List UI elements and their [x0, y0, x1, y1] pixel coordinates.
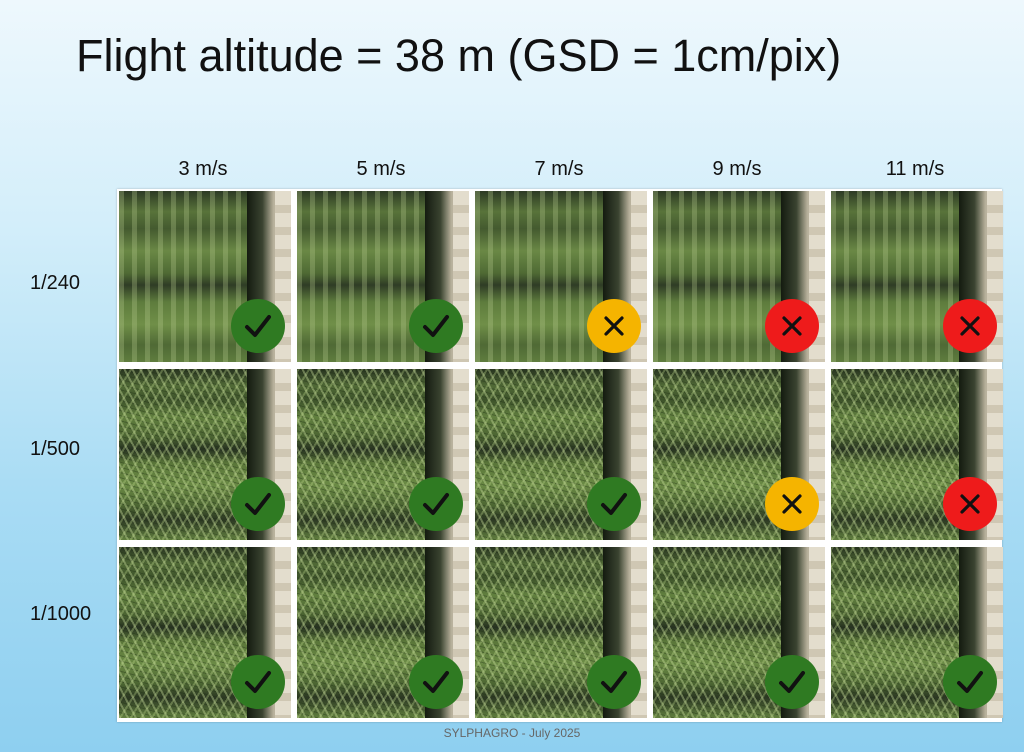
status-fail-badge — [943, 477, 997, 531]
field-image-cell — [119, 547, 291, 718]
cross-icon — [782, 316, 802, 336]
check-icon — [245, 493, 271, 515]
column-header-speed: 5 m/s — [356, 158, 406, 180]
check-icon — [245, 315, 271, 337]
status-warning-badge — [765, 477, 819, 531]
footer-credit: SYLPHAGRO - July 2025 — [443, 726, 581, 740]
field-image-cell — [831, 547, 1003, 718]
status-ok-badge — [765, 655, 819, 709]
row-header-shutter: 1/240 — [30, 272, 81, 294]
field-image-cell — [297, 547, 469, 718]
status-ok-badge — [409, 299, 463, 353]
cross-icon — [604, 316, 624, 336]
row-header-shutter: 1/1000 — [30, 603, 92, 625]
field-image-cell — [653, 547, 825, 718]
field-image-cell — [475, 369, 647, 540]
field-image-cell — [297, 191, 469, 362]
check-icon — [779, 671, 805, 693]
status-ok-badge — [943, 655, 997, 709]
check-icon — [601, 671, 627, 693]
field-image-cell — [653, 191, 825, 362]
column-header-speed: 11 m/s — [885, 158, 945, 180]
status-ok-badge — [231, 477, 285, 531]
row-header-shutter: 1/500 — [30, 438, 81, 460]
column-header-speed: 9 m/s — [712, 158, 762, 180]
slide-title: Flight altitude = 38 m (GSD = 1cm/pix) — [76, 30, 842, 81]
status-ok-badge — [587, 655, 641, 709]
field-image-cell — [475, 191, 647, 362]
status-ok-badge — [409, 477, 463, 531]
field-image-cell — [831, 191, 1003, 362]
image-grid — [117, 189, 1003, 722]
cross-icon — [960, 494, 980, 514]
status-fail-badge — [765, 299, 819, 353]
cross-icon — [782, 494, 802, 514]
check-icon — [957, 671, 983, 693]
field-image-cell — [297, 369, 469, 540]
status-ok-badge — [587, 477, 641, 531]
check-icon — [423, 493, 449, 515]
check-icon — [601, 493, 627, 515]
column-header-speed: 7 m/s — [534, 158, 584, 180]
field-image-cell — [119, 369, 291, 540]
field-image-cell — [119, 191, 291, 362]
status-ok-badge — [231, 655, 285, 709]
status-warning-badge — [587, 299, 641, 353]
status-fail-badge — [943, 299, 997, 353]
check-icon — [423, 315, 449, 337]
status-ok-badge — [409, 655, 463, 709]
column-header-speed: 3 m/s — [178, 158, 228, 180]
check-icon — [245, 671, 271, 693]
field-image-cell — [831, 369, 1003, 540]
check-icon — [423, 671, 449, 693]
cross-icon — [960, 316, 980, 336]
field-image-cell — [653, 369, 825, 540]
field-image-cell — [475, 547, 647, 718]
status-ok-badge — [231, 299, 285, 353]
